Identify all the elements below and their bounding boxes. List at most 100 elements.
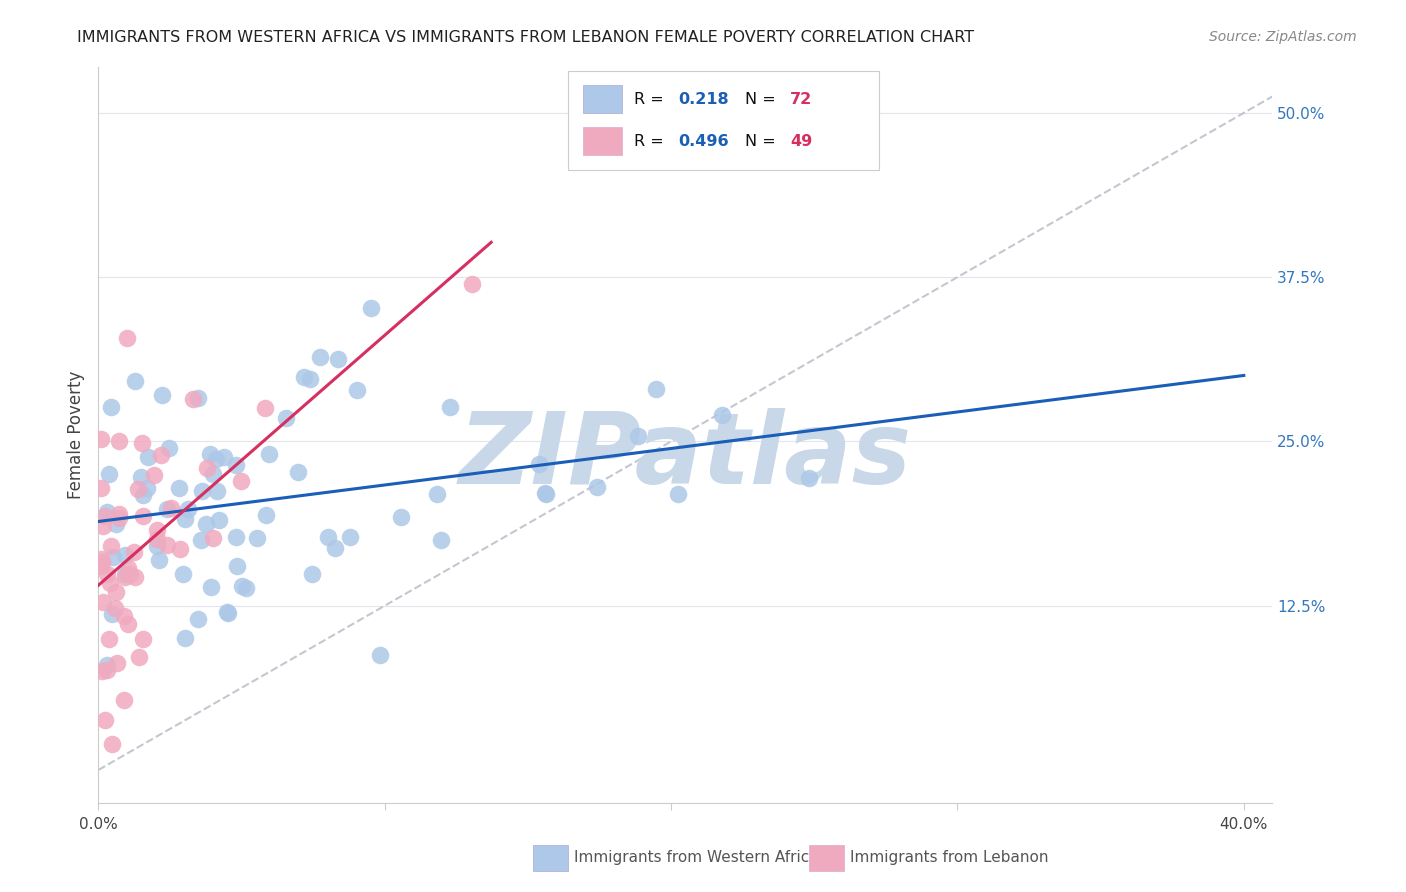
- Point: [200, 580, 222, 594]
- Bar: [808, 845, 844, 871]
- Point: [129, 470, 152, 484]
- Point: [131, 436, 153, 450]
- Point: [136, 450, 159, 465]
- Text: ZIPatlas: ZIPatlas: [458, 409, 912, 506]
- Point: [117, 560, 139, 574]
- Point: [91, 518, 114, 533]
- Point: [118, 567, 141, 582]
- Point: [96, 505, 118, 519]
- Point: [287, 466, 309, 480]
- Point: [200, 447, 222, 461]
- Point: [346, 383, 368, 397]
- Point: [231, 474, 253, 488]
- Point: [326, 351, 349, 366]
- Point: [191, 484, 214, 499]
- Point: [96, 663, 118, 677]
- Point: [208, 513, 231, 527]
- Point: [360, 301, 382, 316]
- Point: [96, 657, 118, 672]
- Point: [122, 545, 145, 559]
- Text: 0.496: 0.496: [678, 134, 728, 149]
- Point: [157, 441, 180, 455]
- Point: [104, 601, 127, 615]
- Point: [225, 458, 247, 472]
- Point: [100, 540, 122, 554]
- Point: [391, 509, 413, 524]
- Point: [711, 409, 734, 423]
- Point: [101, 737, 124, 751]
- Point: [529, 457, 551, 471]
- Point: [235, 581, 257, 595]
- Text: 0.218: 0.218: [678, 92, 728, 107]
- Point: [146, 523, 169, 537]
- Point: [533, 486, 555, 500]
- Point: [173, 632, 195, 646]
- Point: [426, 486, 449, 500]
- Point: [156, 502, 179, 516]
- Point: [253, 401, 276, 416]
- Point: [90, 552, 112, 566]
- Point: [90, 664, 112, 678]
- Point: [207, 483, 229, 498]
- Point: [90, 558, 112, 573]
- Bar: [533, 845, 568, 871]
- Point: [274, 411, 297, 425]
- Point: [112, 608, 135, 623]
- Point: [181, 392, 204, 407]
- Point: [90, 555, 112, 569]
- Point: [114, 548, 136, 562]
- Point: [146, 532, 169, 546]
- Point: [217, 606, 239, 620]
- Bar: [583, 85, 621, 113]
- Point: [461, 277, 484, 291]
- Point: [136, 481, 159, 495]
- Point: [98, 575, 121, 590]
- Point: [254, 508, 277, 523]
- Point: [145, 540, 167, 554]
- Point: [172, 567, 194, 582]
- Point: [190, 533, 212, 548]
- Point: [117, 617, 139, 632]
- Point: [132, 488, 155, 502]
- Point: [107, 434, 129, 449]
- Point: [94, 508, 117, 523]
- Point: [94, 713, 117, 727]
- Point: [194, 516, 217, 531]
- Point: [204, 451, 226, 466]
- Point: [96, 567, 118, 582]
- Text: R =: R =: [634, 134, 669, 149]
- Point: [108, 511, 131, 525]
- FancyBboxPatch shape: [568, 70, 879, 170]
- Point: [97, 467, 120, 481]
- Point: [201, 467, 224, 482]
- Point: [299, 372, 322, 386]
- Y-axis label: Female Poverty: Female Poverty: [66, 371, 84, 499]
- Text: Immigrants from Lebanon: Immigrants from Lebanon: [849, 850, 1049, 865]
- Point: [534, 487, 557, 501]
- Point: [585, 480, 607, 494]
- Point: [131, 509, 153, 524]
- Point: [169, 541, 191, 556]
- Point: [169, 481, 191, 495]
- Point: [114, 567, 136, 582]
- Point: [257, 447, 280, 461]
- Point: [318, 530, 340, 544]
- Point: [131, 632, 153, 646]
- Point: [339, 530, 361, 544]
- Point: [91, 595, 114, 609]
- Point: [127, 482, 149, 496]
- Point: [160, 501, 183, 516]
- Point: [225, 530, 247, 544]
- Point: [90, 481, 112, 495]
- Text: Source: ZipAtlas.com: Source: ZipAtlas.com: [1209, 30, 1357, 45]
- Point: [202, 531, 225, 545]
- Point: [430, 533, 453, 547]
- Point: [217, 605, 239, 619]
- Point: [174, 512, 197, 526]
- Point: [301, 566, 323, 581]
- Point: [627, 428, 650, 442]
- Point: [128, 650, 150, 665]
- Text: N =: N =: [745, 134, 782, 149]
- Point: [225, 559, 247, 574]
- Point: [195, 461, 218, 475]
